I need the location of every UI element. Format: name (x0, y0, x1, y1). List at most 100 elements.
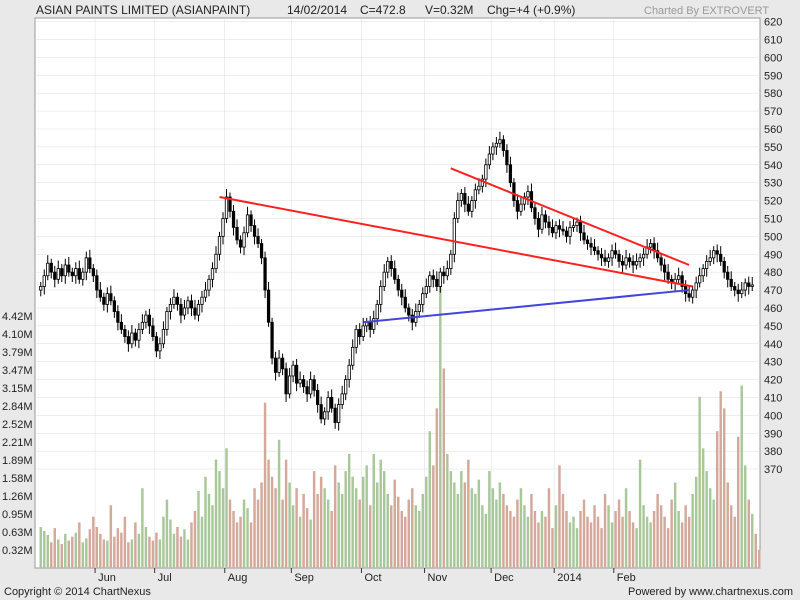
volume-tick-label: 1.89M (2, 455, 33, 467)
candle-body (487, 153, 492, 166)
powered-by-text[interactable]: Powered by www.chartnexus.com (628, 586, 794, 598)
volume-bar (516, 499, 519, 568)
candle-body (540, 214, 544, 230)
candle-body (270, 321, 274, 359)
volume-bar (74, 532, 78, 568)
candle-body (161, 329, 166, 345)
candle-body (498, 139, 502, 144)
volume-bar (670, 499, 673, 568)
volume-bar (330, 510, 333, 568)
candle-body (533, 207, 537, 219)
volume-bar (432, 465, 435, 568)
candle-body (456, 200, 460, 219)
volume-bar (624, 488, 628, 568)
candle-body (596, 250, 600, 255)
candle-body (638, 257, 642, 262)
candle-body (119, 321, 123, 330)
candle-body (557, 225, 562, 230)
candle-body (470, 200, 474, 212)
volume-bar (365, 465, 368, 568)
volume-bar (165, 499, 169, 568)
candle-body (351, 346, 355, 366)
candle-body (144, 314, 148, 323)
price-chart[interactable]: 620 610 600 590 580 570 560 550 540 530 520 510 500 4… (0, 0, 800, 585)
volume-bar (554, 505, 558, 568)
volume-bar (428, 431, 432, 568)
candle-body (49, 262, 53, 273)
candle-body (634, 261, 639, 266)
volume-bar (288, 482, 291, 568)
volume-bar (572, 516, 575, 568)
volume-bar (509, 510, 512, 568)
candle-body (428, 275, 432, 287)
volume-bar (435, 408, 439, 568)
volume-bar (267, 459, 270, 568)
volume-bar (379, 459, 382, 568)
volume-bar (526, 516, 530, 568)
volume-bar (586, 516, 589, 568)
candle-body (323, 411, 327, 420)
volume-tick-label: 2.21M (2, 437, 33, 449)
volume-bar (729, 505, 733, 568)
volume-bar (92, 516, 95, 568)
volume-bar (694, 476, 698, 568)
volume-bar (284, 459, 288, 568)
candle-body (512, 182, 516, 201)
volume-bar (242, 499, 246, 568)
volume-bar (645, 516, 649, 568)
volume-bar (407, 499, 410, 568)
candle-body (466, 203, 470, 212)
volume-bar (323, 488, 326, 568)
candle-body (309, 379, 313, 395)
candle-body (624, 257, 628, 266)
volume-tick-label: 0.32M (2, 545, 33, 557)
candle-body (705, 261, 709, 269)
volume-bar (540, 510, 544, 568)
candle-body (344, 379, 348, 395)
volume-bar (712, 499, 715, 568)
volume-bar (239, 516, 242, 568)
volume-bar (666, 528, 670, 568)
candle-body (375, 303, 379, 320)
volume-bar (207, 493, 211, 568)
candle-body (98, 289, 102, 298)
volume-bar (470, 488, 474, 568)
volume-bar (498, 482, 502, 568)
volume-bar (621, 516, 624, 568)
candle-body (200, 296, 204, 305)
volume-bar (656, 493, 659, 568)
volume-tick-label: 4.42M (2, 311, 33, 323)
candle-body (515, 200, 520, 212)
candle-body (393, 268, 397, 280)
volume-bar (758, 549, 761, 568)
volume-bar (277, 439, 281, 568)
volume-bar (687, 516, 691, 568)
candle-body (547, 221, 551, 228)
volume-bar (375, 482, 379, 568)
volume-bar (519, 488, 523, 568)
month-label: Aug (228, 572, 248, 584)
candle-body (554, 225, 558, 234)
volume-bar (302, 493, 305, 568)
volume-bar (617, 499, 621, 568)
volume-bar (99, 533, 102, 568)
volume-bar (544, 516, 547, 568)
volume-bar (733, 516, 736, 568)
volume-bar (460, 471, 463, 568)
volume-bar (400, 510, 403, 568)
volume-bar (474, 493, 477, 568)
candle-body (242, 232, 246, 248)
candle-body (641, 253, 646, 259)
volume-bar (652, 510, 656, 568)
month-label: 2014 (557, 572, 581, 584)
candle-body (449, 253, 453, 269)
candle-body (123, 329, 127, 337)
volume-bar (232, 510, 235, 568)
candle-body (519, 203, 523, 212)
volume-bar (589, 522, 593, 568)
candle-body (659, 257, 663, 266)
volume-bar (368, 505, 372, 568)
candle-body (603, 257, 607, 262)
candle-body (708, 257, 712, 262)
volume-bar (691, 493, 694, 568)
